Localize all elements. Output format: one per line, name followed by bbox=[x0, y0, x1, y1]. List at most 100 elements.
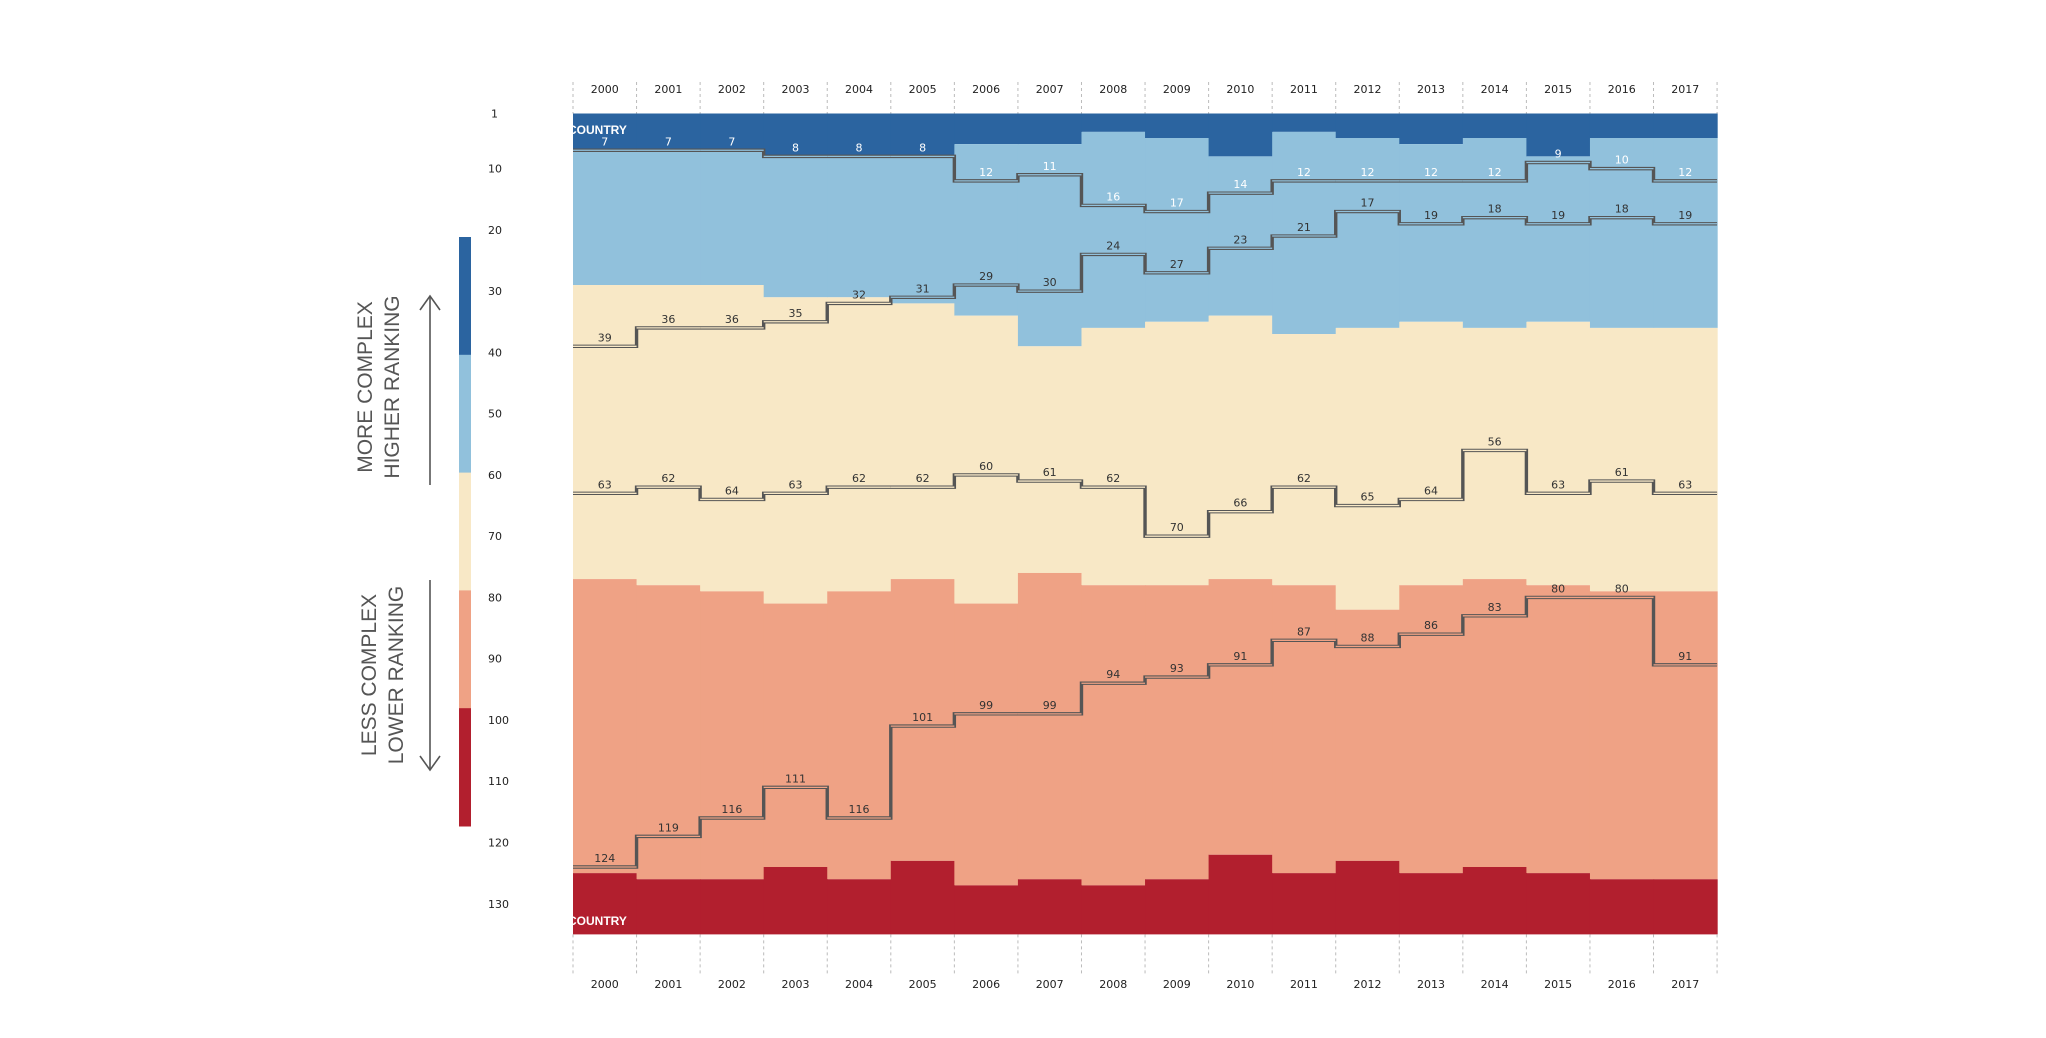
band-1-2009 bbox=[1145, 113, 1210, 139]
band-2-2008 bbox=[1081, 131, 1146, 328]
band-2-2006 bbox=[954, 144, 1019, 316]
data-label: 7 bbox=[728, 135, 735, 148]
band-4-2000 bbox=[573, 579, 638, 874]
year-gridlines bbox=[572, 82, 1718, 975]
data-label: 99 bbox=[979, 699, 993, 712]
legend-top-line-2: HIGHER RANKING bbox=[381, 295, 404, 478]
band-4-2005 bbox=[890, 579, 955, 861]
y-tick-label: 110 bbox=[488, 775, 509, 788]
year-label-top: 2003 bbox=[781, 83, 809, 96]
band-4-2004 bbox=[827, 591, 892, 880]
data-label: 116 bbox=[721, 803, 742, 816]
legend-bar: MORE COMPLEX HIGHER RANKING LESS COMPLEX LO… bbox=[354, 237, 471, 827]
legend-swatch-3 bbox=[459, 472, 471, 591]
band-5-2017 bbox=[1653, 879, 1718, 935]
year-label-bottom: 2001 bbox=[654, 978, 682, 991]
data-label: 12 bbox=[1297, 166, 1311, 179]
data-label: 62 bbox=[916, 472, 930, 485]
data-label: 19 bbox=[1424, 209, 1438, 222]
band-3-2016 bbox=[1589, 327, 1655, 592]
data-label: 91 bbox=[1233, 650, 1247, 663]
band-4-2017 bbox=[1653, 591, 1718, 880]
band-5-2009 bbox=[1145, 879, 1210, 935]
band-2-2005 bbox=[890, 156, 955, 304]
year-label-top: 2005 bbox=[909, 83, 937, 96]
data-label: 62 bbox=[661, 472, 675, 485]
data-label: 86 bbox=[1424, 619, 1438, 632]
band-3-2014 bbox=[1462, 327, 1527, 580]
data-label: 62 bbox=[1297, 472, 1311, 485]
band-3-2000 bbox=[573, 285, 638, 580]
band-1-2012 bbox=[1335, 113, 1400, 139]
data-label: 17 bbox=[1361, 197, 1375, 210]
data-label: 87 bbox=[1297, 625, 1311, 638]
band-4-2014 bbox=[1462, 579, 1527, 867]
band-5-2010 bbox=[1208, 854, 1273, 935]
data-label: 116 bbox=[849, 803, 870, 816]
year-label-bottom: 2011 bbox=[1290, 978, 1318, 991]
band-3-2003 bbox=[763, 297, 828, 604]
band-1-2014 bbox=[1462, 113, 1527, 139]
year-label-bottom: 2015 bbox=[1544, 978, 1572, 991]
data-label: 18 bbox=[1488, 203, 1502, 216]
data-label: 65 bbox=[1361, 491, 1375, 504]
data-label: 39 bbox=[598, 331, 612, 344]
band-3-2001 bbox=[636, 285, 701, 586]
y-tick-label: 20 bbox=[488, 224, 502, 237]
year-label-top: 2013 bbox=[1417, 83, 1445, 96]
band-3-2011 bbox=[1272, 334, 1337, 586]
band-4-2001 bbox=[636, 585, 701, 880]
data-label: 8 bbox=[856, 141, 863, 154]
band-1-2015 bbox=[1526, 113, 1591, 157]
band-1-2002 bbox=[700, 113, 765, 151]
data-label: 8 bbox=[792, 141, 799, 154]
down-arrow-head-icon bbox=[419, 755, 441, 772]
band-1-2000 bbox=[573, 113, 638, 151]
band-1-2006 bbox=[954, 113, 1019, 145]
y-tick-label: 130 bbox=[488, 898, 509, 911]
band-2-2012 bbox=[1335, 138, 1400, 328]
band-4-2008 bbox=[1081, 585, 1146, 886]
data-label: 70 bbox=[1170, 521, 1184, 534]
band-5-2001 bbox=[636, 879, 701, 935]
band-2-2009 bbox=[1145, 138, 1210, 322]
data-label: 62 bbox=[852, 472, 866, 485]
year-label-bottom: 2000 bbox=[591, 978, 619, 991]
band-3-2010 bbox=[1208, 315, 1273, 580]
year-axis-bottom: 2000 2001 2002 2003 2004 2005 2006 2007 2008 2009… bbox=[591, 978, 1700, 991]
year-label-bottom: 2003 bbox=[781, 978, 809, 991]
band-2-2014 bbox=[1462, 138, 1527, 328]
band-1-2007 bbox=[1017, 113, 1083, 145]
band-5-2005 bbox=[890, 860, 955, 935]
band-1-2013 bbox=[1399, 113, 1464, 145]
data-label: 64 bbox=[1424, 484, 1438, 497]
band-3-2017 bbox=[1653, 327, 1718, 592]
year-label-top: 2004 bbox=[845, 83, 873, 96]
band-3-2005 bbox=[890, 303, 955, 580]
data-label: 12 bbox=[1361, 166, 1375, 179]
data-label: 7 bbox=[665, 135, 672, 148]
year-label-bottom: 2005 bbox=[909, 978, 937, 991]
year-label-bottom: 2014 bbox=[1481, 978, 1509, 991]
data-label: 30 bbox=[1043, 276, 1057, 289]
data-label: 19 bbox=[1678, 209, 1692, 222]
y-tick-label: 80 bbox=[488, 591, 502, 604]
data-label: 35 bbox=[788, 307, 802, 320]
year-label-top: 2012 bbox=[1354, 83, 1382, 96]
band-5-2007 bbox=[1017, 879, 1083, 935]
year-label-bottom: 2006 bbox=[972, 978, 1000, 991]
data-label: 101 bbox=[912, 711, 933, 724]
data-label: 61 bbox=[1043, 466, 1057, 479]
data-label: 83 bbox=[1488, 601, 1502, 614]
band-5-2013 bbox=[1399, 873, 1464, 935]
year-label-top: 2006 bbox=[972, 83, 1000, 96]
legend-swatch-1 bbox=[459, 237, 471, 356]
year-label-bottom: 2007 bbox=[1036, 978, 1064, 991]
year-label-top: 2010 bbox=[1226, 83, 1254, 96]
band-3-2006 bbox=[954, 315, 1019, 604]
data-label: 63 bbox=[598, 478, 612, 491]
data-label: 10 bbox=[1615, 154, 1629, 167]
band-3-2012 bbox=[1335, 327, 1400, 610]
data-label: 60 bbox=[979, 460, 993, 473]
